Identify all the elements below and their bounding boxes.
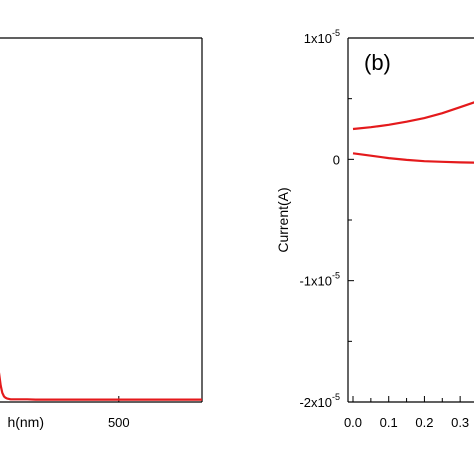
panel-b-y-tick-label-3: -2x10-5 [299, 392, 340, 410]
panel-a-series [0, 372, 202, 401]
panel-b-y-tick-label-0: 1x10-5 [304, 28, 340, 46]
panel-a: 500 h(nm) [0, 37, 203, 430]
panel-b-series-line-0 [352, 101, 474, 131]
panel-b-y-axis-label: Current(A) [275, 187, 291, 252]
panel-b-x-tick-label-1: 0.1 [380, 415, 398, 430]
panel-a-x-axis-label: h(nm) [7, 414, 44, 430]
panel-b-label: (b) [364, 50, 391, 75]
panel-b-y-tick-label-2: -1x10-5 [299, 271, 340, 289]
panel-b-x-tick-label-0: 0.0 [344, 415, 362, 430]
panel-b: 0.0 0.1 0.2 0.3 1x10-5 0 -1x10-5 -2x10-5 (b) Cu… [275, 28, 474, 430]
panel-b-x-tick-label-2: 0.2 [415, 415, 433, 430]
panel-b-series-line-1 [352, 152, 474, 164]
panel-b-y-tick-label-1: 0 [333, 152, 340, 167]
panel-b-series [352, 101, 474, 164]
panel-a-series-line-0 [0, 372, 202, 401]
panel-a-ticks: 500 [108, 396, 130, 430]
panel-b-x-tick-label-3: 0.3 [451, 415, 469, 430]
panel-a-x-tick-label-0: 500 [108, 415, 130, 430]
panel-b-ticks: 0.0 0.1 0.2 0.3 1x10-5 0 -1x10-5 -2x10-5 [299, 28, 469, 430]
